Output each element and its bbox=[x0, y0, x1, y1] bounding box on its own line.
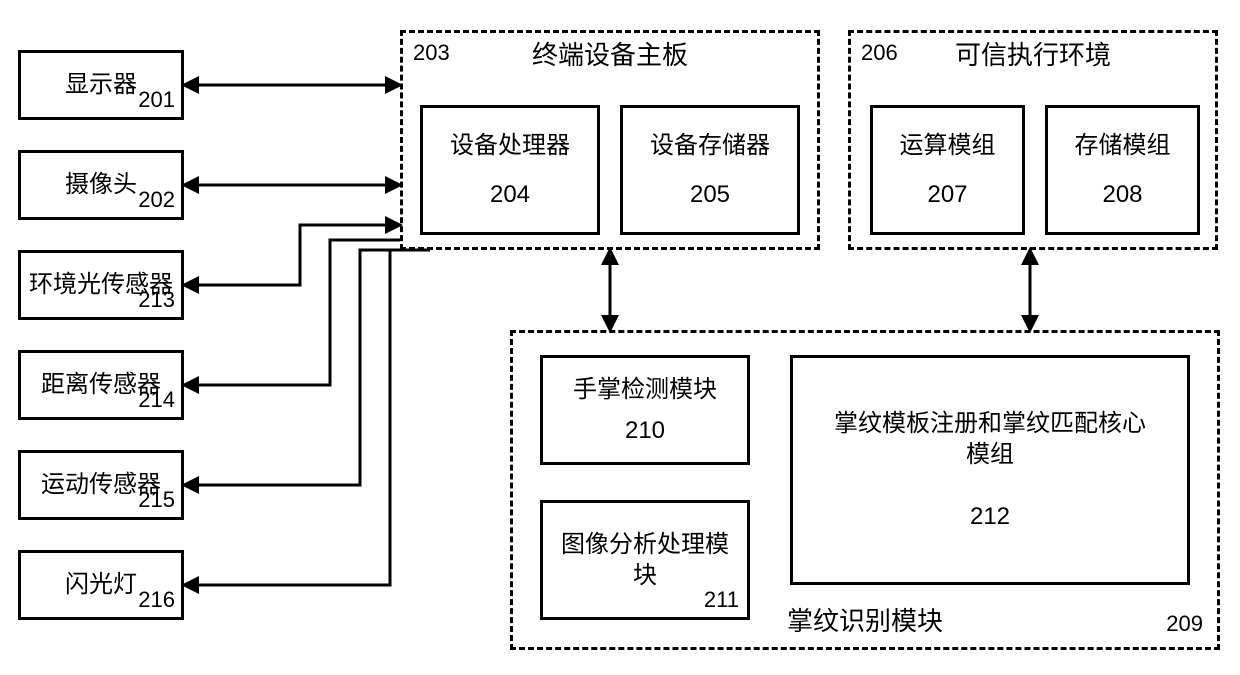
block-flash-label: 闪光灯 bbox=[65, 569, 137, 600]
frame-tee-num: 206 bbox=[861, 39, 898, 68]
block-camera: 摄像头 202 bbox=[18, 150, 184, 220]
block-tee-store-num: 208 bbox=[1102, 179, 1142, 210]
frame-mainboard-title: 终端设备主板 bbox=[403, 39, 817, 73]
block-flash-num: 216 bbox=[138, 586, 175, 615]
block-palm-detect-label: 手掌检测模块 bbox=[573, 374, 717, 405]
block-camera-num: 202 bbox=[138, 186, 175, 215]
block-flash: 闪光灯 216 bbox=[18, 550, 184, 620]
block-palm-core-num: 212 bbox=[970, 501, 1010, 532]
block-palm-detect-num: 210 bbox=[625, 415, 665, 446]
block-mem-num: 205 bbox=[690, 179, 730, 210]
block-tee-store-label: 存储模组 bbox=[1075, 130, 1171, 161]
block-cpu-num: 204 bbox=[490, 179, 530, 210]
block-display-num: 201 bbox=[138, 86, 175, 115]
block-motion-num: 215 bbox=[138, 486, 175, 515]
block-motion-sensor: 运动传感器 215 bbox=[18, 450, 184, 520]
frame-mainboard-num: 203 bbox=[413, 39, 450, 68]
frame-palm-num: 209 bbox=[1166, 610, 1203, 639]
block-camera-label: 摄像头 bbox=[65, 169, 137, 200]
block-tee-calc: 运算模组 207 bbox=[870, 105, 1025, 235]
block-palm-img: 图像分析处理模块 211 bbox=[540, 500, 750, 620]
block-palm-core-label: 掌纹模板注册和掌纹匹配核心模组 bbox=[793, 408, 1187, 470]
block-tee-calc-num: 207 bbox=[927, 179, 967, 210]
block-mem-label: 设备存储器 bbox=[650, 130, 770, 161]
frame-tee-title: 可信执行环境 bbox=[851, 39, 1215, 73]
block-tee-calc-label: 运算模组 bbox=[900, 130, 996, 161]
block-palm-core: 掌纹模板注册和掌纹匹配核心模组 212 bbox=[790, 355, 1190, 585]
block-palm-img-num: 211 bbox=[704, 586, 739, 615]
block-palm-img-label: 图像分析处理模块 bbox=[543, 529, 747, 591]
block-light-sensor: 环境光传感器 213 bbox=[18, 250, 184, 320]
block-tee-store: 存储模组 208 bbox=[1045, 105, 1200, 235]
block-light-num: 213 bbox=[138, 286, 175, 315]
block-distance-sensor: 距离传感器 214 bbox=[18, 350, 184, 420]
block-cpu: 设备处理器 204 bbox=[420, 105, 600, 235]
block-display-label: 显示器 bbox=[65, 69, 137, 100]
block-cpu-label: 设备处理器 bbox=[450, 130, 570, 161]
block-display: 显示器 201 bbox=[18, 50, 184, 120]
block-distance-num: 214 bbox=[138, 386, 175, 415]
diagram-canvas: 显示器 201 摄像头 202 环境光传感器 213 距离传感器 214 运动传… bbox=[0, 0, 1240, 675]
block-mem: 设备存储器 205 bbox=[620, 105, 800, 235]
block-palm-detect: 手掌检测模块 210 bbox=[540, 355, 750, 465]
